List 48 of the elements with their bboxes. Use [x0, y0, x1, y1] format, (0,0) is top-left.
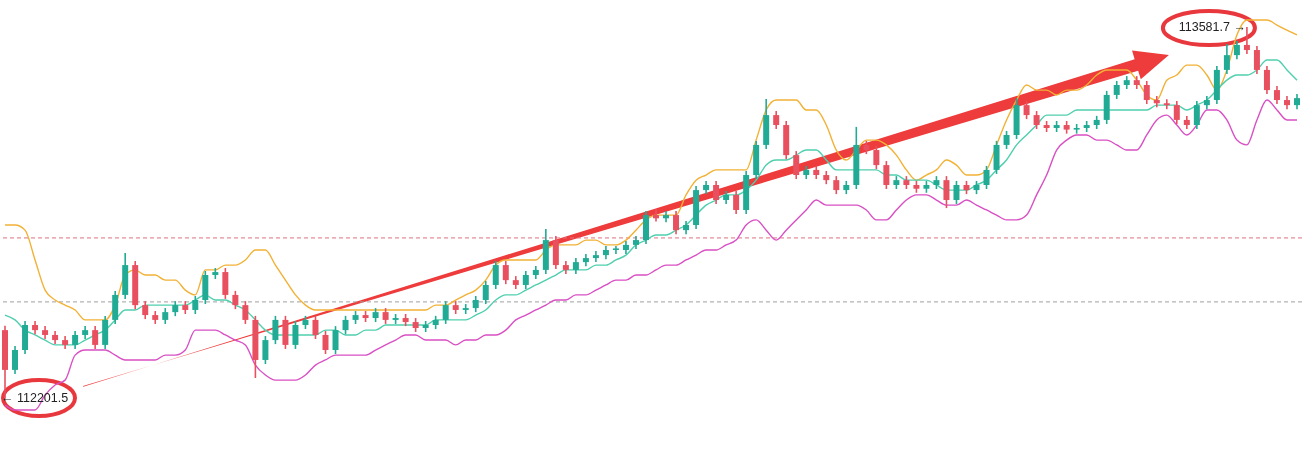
- candlestick: [1263, 65, 1270, 95]
- candlestick: [1193, 100, 1200, 130]
- candlestick: [332, 325, 339, 355]
- candlestick: [883, 160, 890, 190]
- candlestick: [1173, 100, 1180, 125]
- candlestick: [1023, 100, 1030, 120]
- candlestick: [462, 303, 469, 315]
- candlestick: [292, 320, 299, 350]
- candlestick: [873, 145, 880, 170]
- candlestick: [342, 315, 349, 335]
- candlestick: [322, 330, 329, 355]
- candlestick: [1143, 80, 1150, 105]
- candlestick: [1033, 110, 1040, 130]
- candlestick: [232, 290, 239, 310]
- candlestick: [793, 150, 800, 180]
- candlestick: [482, 280, 489, 305]
- candlestick: [1163, 98, 1170, 110]
- candlestick: [12, 345, 19, 375]
- candlestick: [1273, 85, 1280, 105]
- candlestick: [673, 210, 680, 235]
- candlestick: [442, 300, 449, 325]
- candlestick: [92, 325, 99, 350]
- candlestick: [242, 300, 249, 325]
- candlestick: [773, 110, 780, 130]
- candlestick: [502, 260, 509, 285]
- candlestick: [612, 245, 619, 255]
- candlestick: [492, 260, 499, 290]
- candlestick: [262, 335, 269, 365]
- candlestick: [1253, 45, 1260, 75]
- candlestick: [1243, 26, 1250, 55]
- candlestick: [522, 270, 529, 290]
- candlestick: [713, 180, 720, 205]
- candlestick: [312, 315, 319, 340]
- candlestick: [943, 175, 950, 209]
- candlestick: [833, 175, 840, 195]
- candlestick: [653, 208, 660, 223]
- candlestick: [1003, 130, 1010, 150]
- candlestick: [983, 165, 990, 190]
- candlestick: [953, 180, 960, 205]
- candlestick: [142, 300, 149, 320]
- candlestick: [192, 295, 199, 315]
- candlestick: [1233, 40, 1240, 60]
- candlestick: [222, 267, 229, 300]
- candlestick: [1113, 80, 1120, 100]
- candlestick: [72, 330, 79, 350]
- candlestick: [733, 190, 740, 215]
- candlestick: [1223, 43, 1230, 75]
- candlestick: [272, 315, 279, 345]
